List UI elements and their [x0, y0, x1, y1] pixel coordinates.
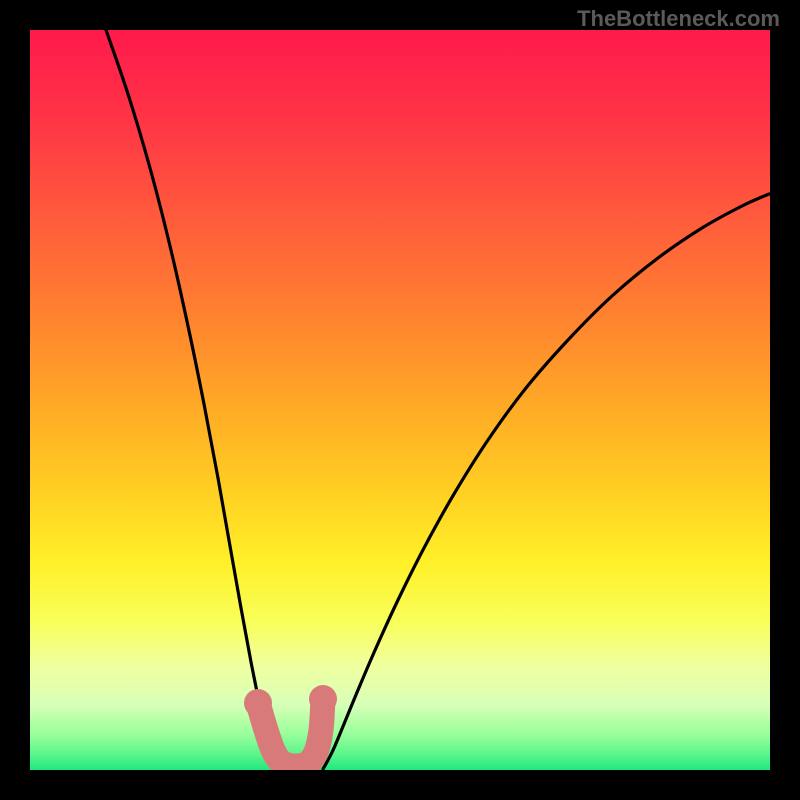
plot-area — [30, 30, 770, 770]
marker-endpoint-0 — [244, 689, 272, 717]
outer-frame: TheBottleneck.com — [0, 0, 800, 800]
marker-layer — [30, 30, 770, 770]
marker-endpoint-1 — [309, 685, 337, 713]
watermark-text: TheBottleneck.com — [577, 6, 780, 32]
